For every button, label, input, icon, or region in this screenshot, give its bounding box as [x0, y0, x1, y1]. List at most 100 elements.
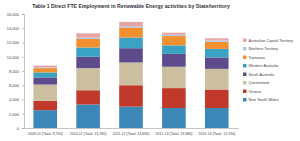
series [33, 62, 228, 100]
tick-mark [22, 57, 24, 58]
legend-label: Victoria [249, 90, 262, 94]
legend-label: Australian Capital Territory [249, 39, 294, 43]
bar [205, 38, 229, 40]
bar [162, 45, 186, 54]
legend-item: Queensland [243, 81, 269, 85]
bar [76, 57, 100, 68]
bar [205, 49, 229, 58]
legend-item: Victoria [243, 90, 262, 94]
title: Table 1 Direct FTE Employment in Renewab… [32, 3, 230, 9]
legend-swatch [243, 56, 247, 60]
series [33, 85, 228, 110]
axis-line [22, 15, 25, 129]
bar [76, 104, 100, 128]
bar [119, 28, 143, 38]
tick: 12,000 [7, 40, 24, 45]
bar [162, 54, 186, 67]
tick-mark [22, 14, 24, 15]
bar [33, 68, 57, 72]
tick-label: 2,000 [9, 112, 20, 117]
tick: 2009-10 (Total: 8,750) [28, 128, 63, 136]
tick-mark [22, 114, 24, 115]
tick: 14,000 [7, 26, 24, 31]
bar [162, 33, 186, 35]
bar [33, 85, 57, 101]
legend-swatch [243, 90, 247, 94]
bar [119, 48, 143, 62]
bar [76, 38, 100, 39]
tick-label: 10,000 [7, 55, 20, 60]
legend-swatch [243, 73, 247, 77]
x-axis: 2009-10 (Total: 8,750) 2010-11 (Total: 13… [25, 128, 239, 136]
series [33, 28, 228, 73]
tick-label: 2010-11 (Total: 13,280) [70, 132, 107, 136]
series [33, 26, 228, 68]
tick-label: 12,000 [7, 40, 20, 45]
tick: 2011-12 (Total: 14,890) [113, 128, 150, 136]
tick-label: 8,000 [9, 69, 20, 74]
legend-label: New South Wales [249, 98, 279, 102]
series [33, 22, 228, 68]
tick: 16,000 [7, 12, 24, 17]
bar [76, 47, 100, 56]
axis-line [25, 128, 239, 129]
bar [162, 88, 186, 108]
tick-mark [22, 43, 24, 44]
tick-label: 2009-10 (Total: 8,750) [28, 132, 63, 136]
tick-label: 2013-14 (Total: 12,590) [198, 132, 235, 136]
tick-label: 4,000 [9, 97, 20, 102]
chart: Table 1 Direct FTE Employment in Renewab… [0, 0, 300, 141]
legend-label: Northern Territory [249, 47, 279, 51]
bar [162, 67, 186, 88]
bar [119, 107, 143, 128]
legend-item: New South Wales [243, 98, 279, 102]
bar [119, 62, 143, 85]
legend-label: South Australia [249, 73, 275, 77]
tick-mark [22, 100, 24, 101]
legend-item: Tasmania [243, 56, 266, 60]
bar [205, 108, 229, 128]
legend-item: South Australia [243, 73, 275, 77]
series [33, 48, 228, 84]
tick-label: 2011-12 (Total: 14,890) [113, 132, 150, 136]
tick: 0 [17, 126, 24, 131]
tick: 6,000 [9, 83, 24, 88]
tick: 4,000 [9, 97, 24, 102]
bar [162, 108, 186, 128]
bar [205, 40, 229, 41]
tick: 2010-11 (Total: 13,280) [70, 128, 107, 136]
tick-mark [22, 28, 24, 29]
tick-label: 6,000 [9, 83, 20, 88]
plot: 0 2,000 4,000 6,000 8,000 10,000 12,000 14,000 1… [7, 12, 239, 136]
bar [76, 68, 100, 90]
bar [76, 33, 100, 37]
bar [205, 90, 229, 109]
legend-item: Northern Territory [243, 47, 278, 51]
tick: 2,000 [9, 112, 24, 117]
bar [162, 36, 186, 45]
bar [119, 38, 143, 49]
tick-mark [22, 71, 24, 72]
bar [205, 42, 229, 49]
bar [76, 90, 100, 104]
legend-swatch [243, 98, 247, 102]
tick: 8,000 [9, 69, 24, 74]
legend-item: Australian Capital Territory [243, 39, 293, 43]
series [33, 38, 228, 78]
tick-label: 0 [17, 126, 20, 131]
legend-swatch [243, 81, 247, 85]
tick-mark [22, 85, 24, 86]
tick-label: 14,000 [7, 26, 20, 31]
bar [33, 110, 57, 128]
bars [33, 22, 228, 128]
tick-label: 2012-13 (Total: 13,380) [155, 132, 192, 136]
bar [205, 69, 229, 90]
series [33, 104, 228, 128]
legend-swatch [243, 39, 247, 43]
legend-label: Western Australia [249, 64, 280, 68]
tick: 10,000 [7, 55, 24, 60]
tick: 2013-14 (Total: 12,590) [198, 128, 235, 136]
bar [162, 35, 186, 36]
legend-swatch [243, 64, 247, 68]
bar [119, 85, 143, 106]
